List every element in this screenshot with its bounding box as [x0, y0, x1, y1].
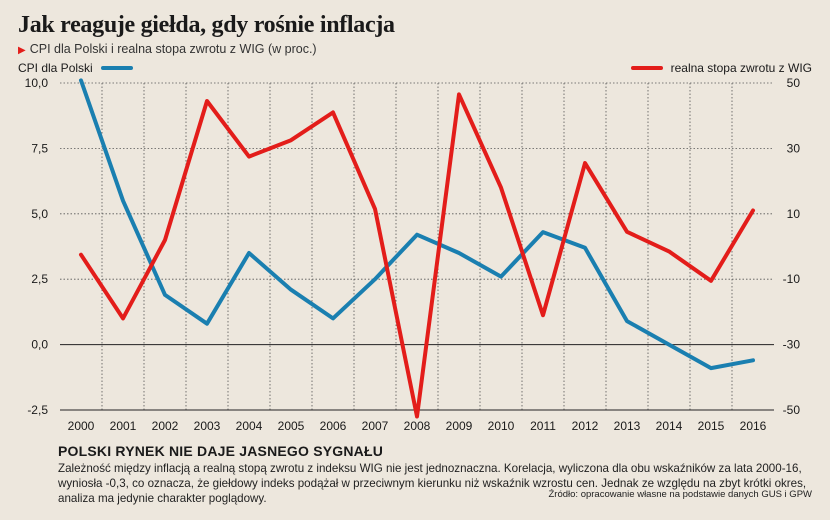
- footer-description: Zależność między inflacją a realną stopą…: [58, 462, 807, 505]
- left-axis-tick-label: 5,0: [31, 207, 48, 221]
- right-axis-tick-label: -10: [783, 272, 801, 286]
- series-lines: [79, 78, 755, 419]
- x-axis-tick-label: 2010: [488, 419, 515, 433]
- left-axis-tick-label: 2,5: [31, 272, 48, 286]
- x-axis-tick-label: 2004: [236, 419, 263, 433]
- legend-swatch-cpi: [100, 66, 133, 70]
- right-axis-tick-label: 30: [787, 141, 801, 155]
- x-axis-tick-label: 2016: [740, 419, 767, 433]
- x-axis-tick-label: 2005: [278, 419, 305, 433]
- x-axis-tick-label: 2000: [68, 419, 95, 433]
- left-axis-tick-label: 0,0: [31, 338, 48, 352]
- x-axis-tick-label: 2013: [614, 419, 641, 433]
- series-line-cpi: [79, 78, 755, 371]
- left-axis-tick-label: -2,5: [27, 403, 48, 417]
- triangle-bullet-icon: ▶: [18, 45, 26, 56]
- x-axis-tick-label: 2002: [152, 419, 179, 433]
- axis-ticks: 10,0 7,5 5,0 2,5 0,0 -2,5 50 30 10 -10 -30 -50 2000 2…: [25, 76, 801, 433]
- x-axis-tick-label: 2008: [404, 419, 431, 433]
- x-axis-tick-label: 2009: [446, 419, 473, 433]
- x-axis-tick-label: 2011: [530, 419, 556, 433]
- legend-label-cpi: CPI dla Polski: [18, 61, 93, 75]
- legend-label-wig: realna stopa zwrotu z WIG: [670, 61, 812, 75]
- left-axis-tick-label: 7,5: [31, 141, 48, 155]
- chart-grid: [60, 82, 774, 411]
- source-note: Źródło: opracowanie własne na podstawie …: [548, 489, 813, 500]
- legend-left: CPI dla Polski: [18, 61, 141, 75]
- left-axis-tick-label: 10,0: [25, 76, 49, 90]
- right-axis-tick-label: 50: [787, 76, 801, 90]
- chart-subtitle-text: CPI dla Polski i realna stopa zwrotu z W…: [29, 42, 317, 56]
- chart-subtitle: ▶ CPI dla Polski i realna stopa zwrotu z …: [18, 42, 317, 56]
- series-line-wig: [79, 92, 755, 419]
- x-axis-tick-label: 2003: [194, 419, 221, 433]
- x-axis-tick-label: 2001: [110, 419, 137, 433]
- legend-swatch-wig: [630, 66, 663, 70]
- line-chart: 10,0 7,5 5,0 2,5 0,0 -2,5 50 30 10 -10 -30 -50 2000 2…: [25, 76, 801, 433]
- right-axis-tick-label: -30: [783, 338, 801, 352]
- x-axis-tick-label: 2015: [698, 419, 725, 433]
- footer-heading: POLSKI RYNEK NIE DAJE JASNEGO SYGNAŁU: [58, 443, 384, 459]
- chart-title: Jak reaguje giełda, gdy rośnie inflacja: [18, 12, 395, 38]
- legend-right: realna stopa zwrotu z WIG: [623, 61, 812, 75]
- x-axis-tick-label: 2007: [362, 419, 389, 433]
- right-axis-tick-label: 10: [787, 207, 801, 221]
- x-axis-tick-label: 2014: [656, 419, 683, 433]
- x-axis-tick-label: 2006: [320, 419, 347, 433]
- right-axis-tick-label: -50: [783, 403, 801, 417]
- x-axis-tick-label: 2012: [572, 419, 599, 433]
